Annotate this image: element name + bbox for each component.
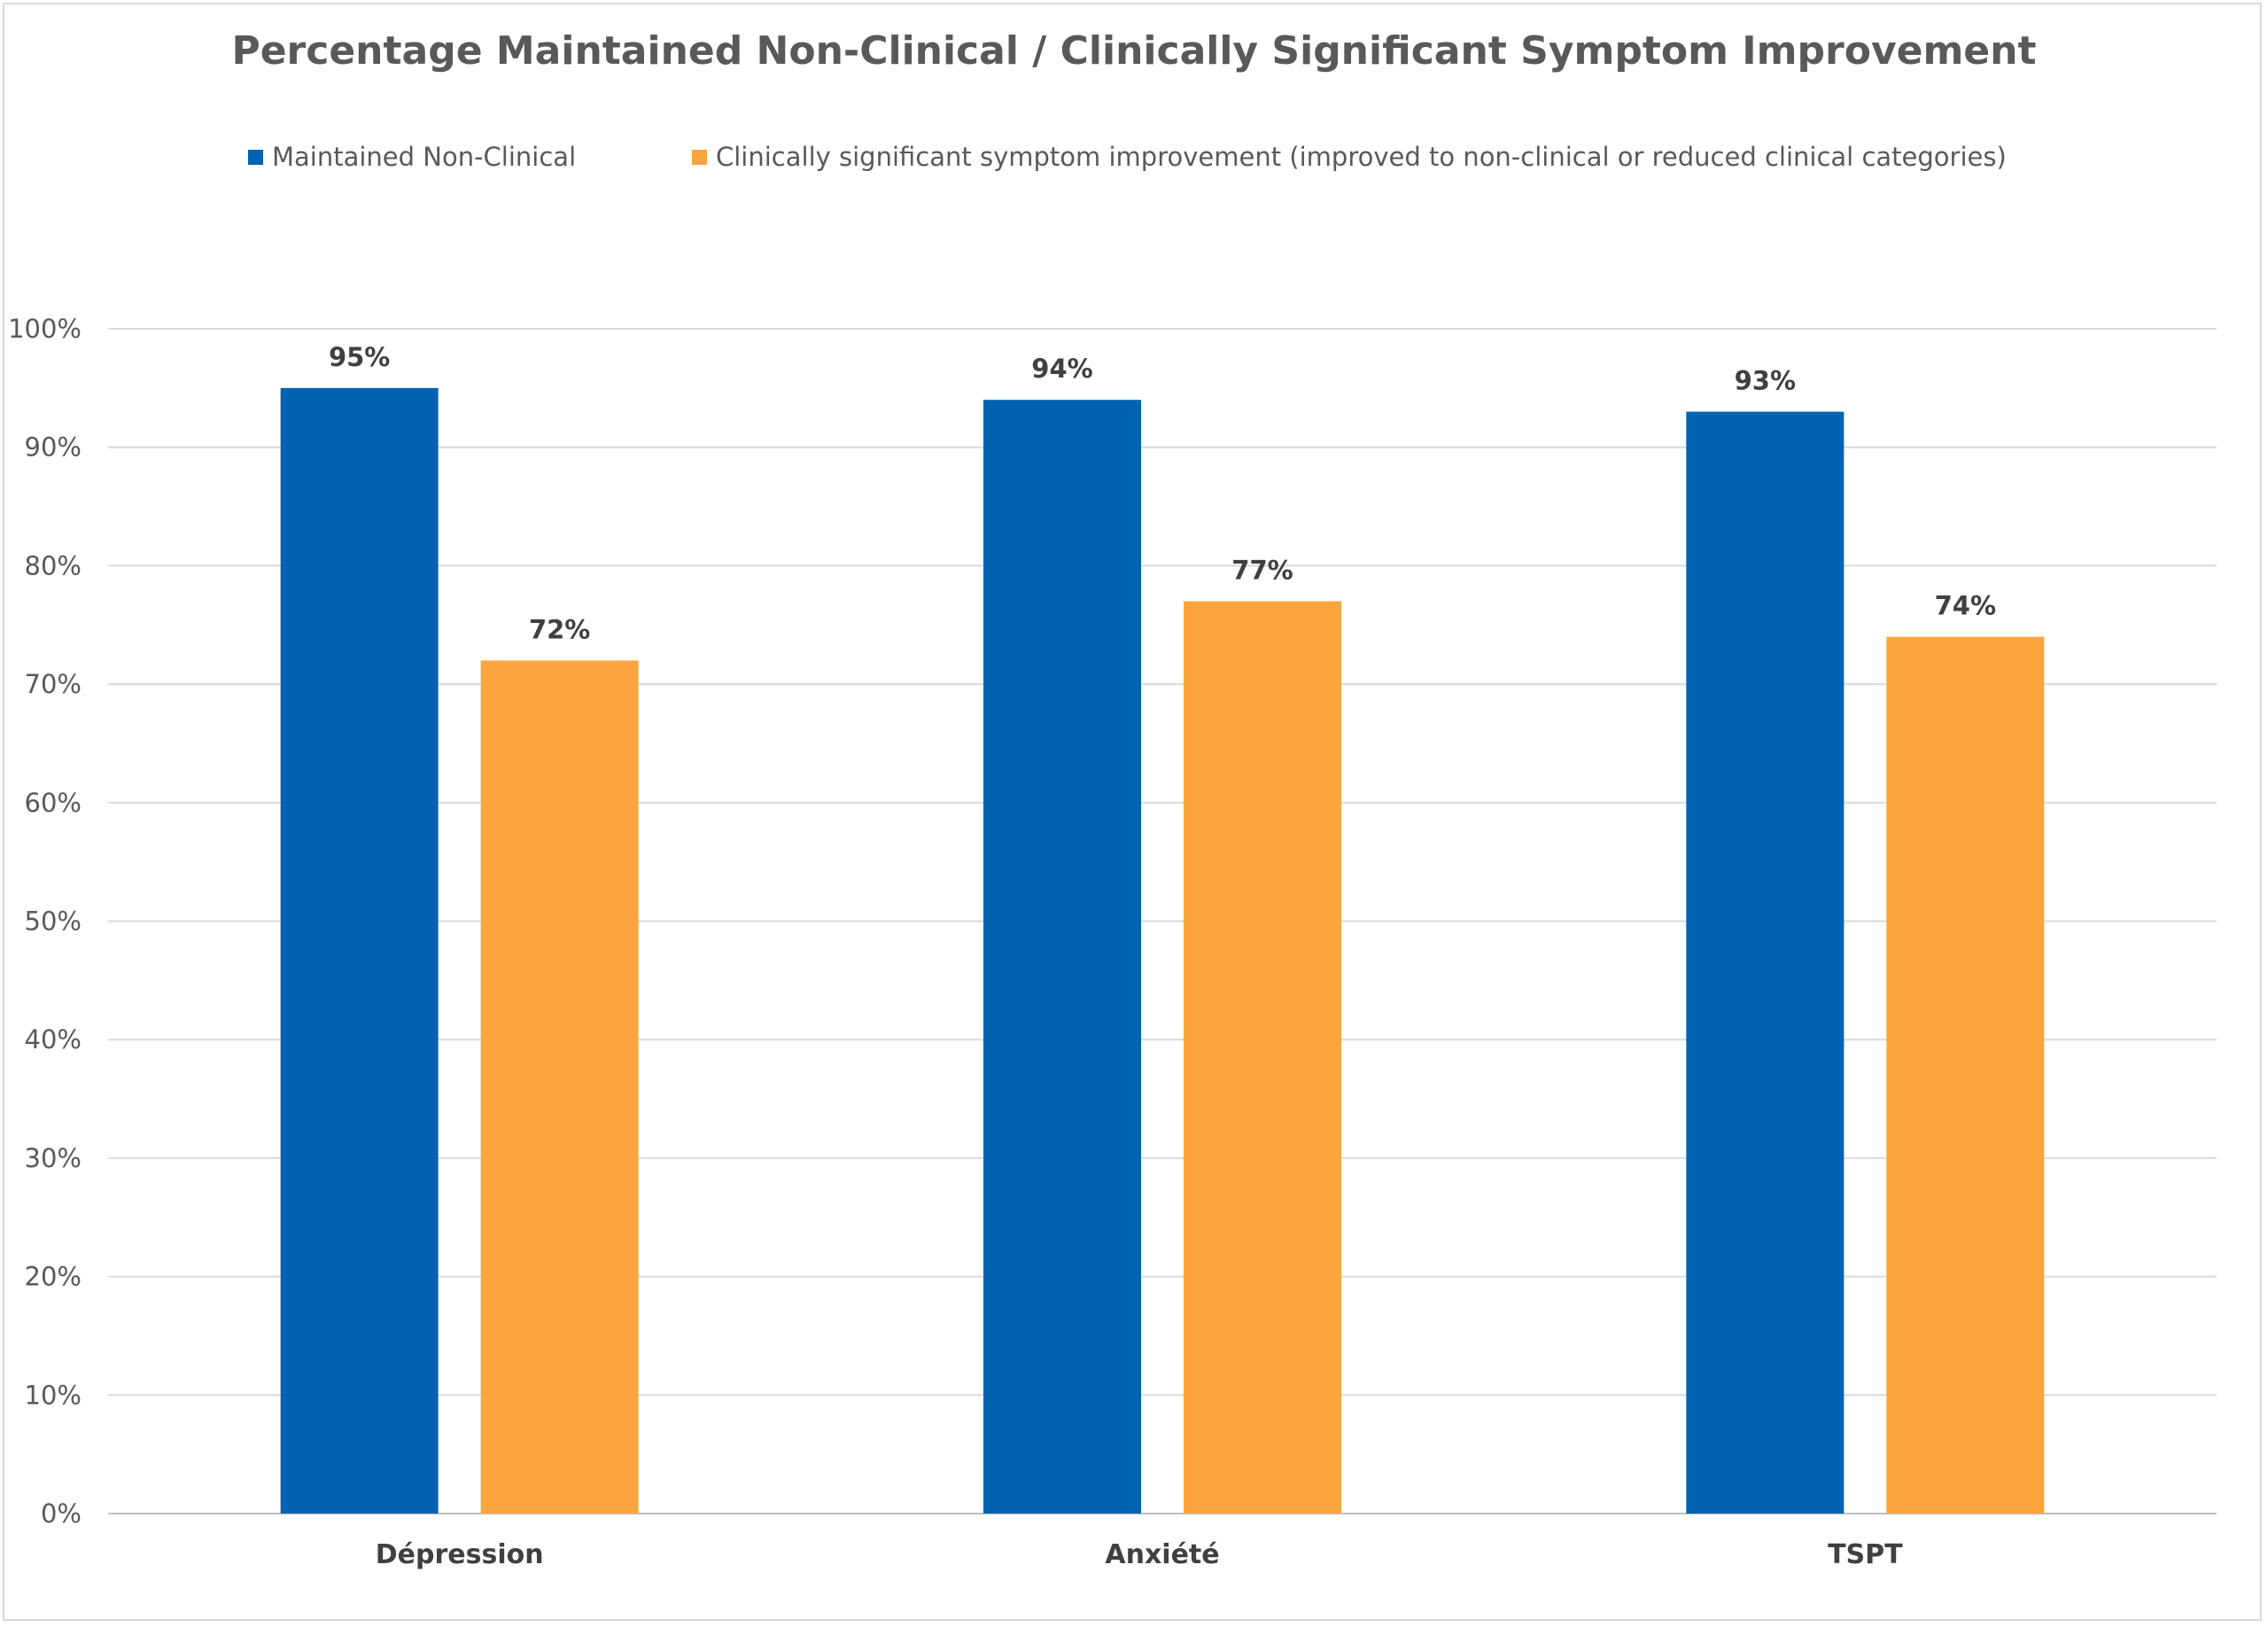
bar-improvement (1886, 636, 2045, 1514)
y-tick-label: 90% (25, 432, 82, 463)
legend-label-maintained: Maintained Non-Clinical (272, 142, 577, 172)
legend-label-improvement: Clinically significant symptom improveme… (716, 142, 2007, 172)
chart-title: Percentage Maintained Non-Clinical / Cli… (231, 28, 2037, 74)
x-category-label: TSPT (1828, 1539, 1903, 1570)
x-category-label: Anxiété (1105, 1539, 1219, 1570)
y-tick-label: 0% (41, 1499, 82, 1529)
bar-maintained (1686, 411, 1845, 1514)
bar-improvement (480, 660, 639, 1514)
y-tick-label: 40% (25, 1024, 82, 1055)
data-label: 77% (1231, 556, 1293, 586)
bar-maintained (983, 400, 1141, 1514)
legend-item-maintained: Maintained Non-Clinical (248, 142, 576, 172)
legend-swatch-improvement (692, 149, 707, 165)
y-tick-label: 70% (25, 669, 82, 699)
data-label: 95% (329, 342, 390, 372)
legend-item-improvement: Clinically significant symptom improveme… (692, 142, 2007, 172)
data-label: 74% (1935, 591, 1996, 621)
data-label: 94% (1031, 354, 1092, 384)
y-tick-label: 80% (25, 550, 82, 580)
y-tick-label: 100% (8, 314, 82, 344)
legend-swatch-maintained (248, 149, 263, 165)
y-tick-label: 20% (25, 1262, 82, 1292)
bar-maintained (280, 387, 439, 1514)
y-tick-label: 60% (25, 788, 82, 818)
y-tick-label: 30% (25, 1143, 82, 1173)
data-label: 93% (1735, 366, 1796, 396)
data-label: 72% (529, 614, 590, 644)
bar-improvement (1184, 601, 1341, 1514)
y-tick-label: 50% (25, 907, 82, 937)
x-category-label: Dépression (376, 1539, 544, 1570)
y-tick-label: 10% (25, 1380, 82, 1410)
